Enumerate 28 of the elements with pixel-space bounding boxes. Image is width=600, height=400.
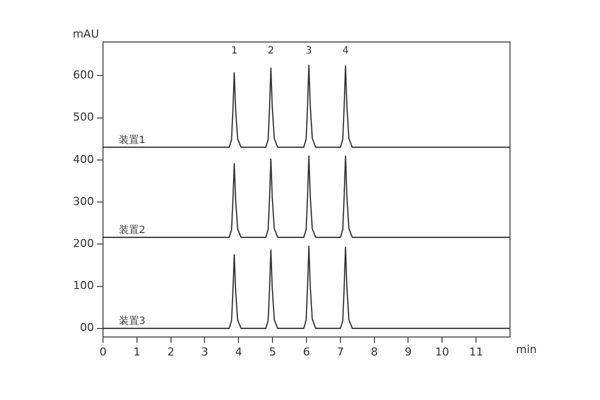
annotation: 3 <box>306 46 312 57</box>
y-tick-label: 300 <box>72 194 94 208</box>
x-axis-title: min <box>516 343 537 356</box>
y-tick-label: 600 <box>72 68 94 82</box>
x-tick-label: 4 <box>235 345 242 358</box>
x-tick-label: 11 <box>469 345 484 358</box>
y-tick-label: 200 <box>72 237 94 250</box>
y-tick-label: 100 <box>72 279 94 292</box>
series-label: 装置1 <box>118 134 146 146</box>
x-tick-label: 5 <box>269 345 276 358</box>
x-tick-label: 0 <box>99 345 106 358</box>
annotation: 1 <box>231 46 238 57</box>
y-tick-label: 00 <box>80 321 94 334</box>
x-tick-label: 1 <box>133 345 140 358</box>
x-tick-label: 10 <box>435 345 450 358</box>
series-label: 装置3 <box>118 314 146 327</box>
y-tick-label: 400 <box>72 152 94 166</box>
x-tick-label: 9 <box>404 345 412 358</box>
series-label: 装置2 <box>118 224 146 236</box>
x-tick-label: 3 <box>201 345 208 358</box>
x-tick-label: 7 <box>336 345 344 358</box>
x-tick-label: 2 <box>167 345 174 358</box>
annotation: 2 <box>268 46 274 57</box>
x-tick-label: 8 <box>370 345 378 358</box>
y-tick-label: 500 <box>72 110 94 124</box>
x-tick-label: 6 <box>303 345 310 358</box>
annotation: 4 <box>342 46 349 57</box>
y-axis-title: mAU <box>72 27 99 40</box>
